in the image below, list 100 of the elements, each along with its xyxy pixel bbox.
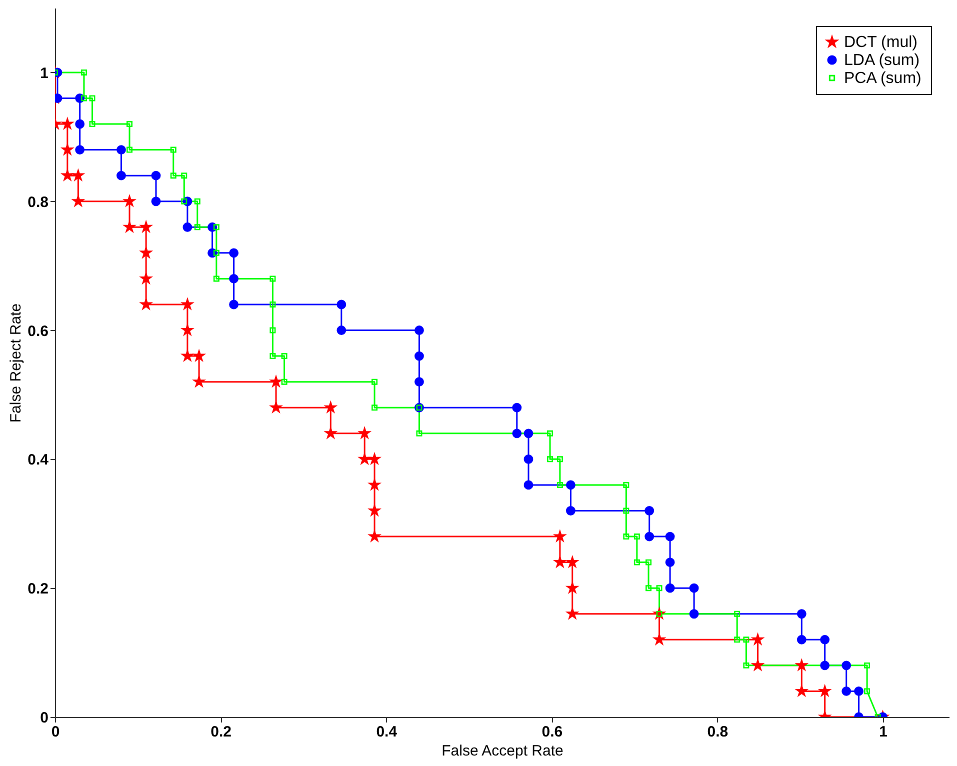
point	[864, 662, 870, 668]
point	[124, 221, 136, 232]
point	[124, 195, 136, 206]
point	[194, 224, 200, 230]
point	[140, 247, 152, 258]
point	[665, 583, 675, 593]
point	[842, 686, 852, 696]
point	[182, 350, 194, 361]
point	[665, 558, 675, 568]
point	[547, 430, 554, 436]
point	[689, 609, 699, 619]
point	[270, 301, 276, 308]
point	[556, 482, 563, 488]
legend-label: LDA (sum)	[844, 52, 920, 69]
point	[842, 660, 852, 670]
point	[170, 146, 176, 153]
point	[372, 404, 378, 411]
point	[566, 582, 578, 593]
point	[182, 298, 194, 310]
point	[75, 145, 85, 155]
point	[126, 121, 132, 128]
x-tick-label: 0	[51, 724, 60, 740]
point	[368, 479, 380, 490]
point	[182, 324, 194, 336]
point	[854, 686, 864, 696]
x-tick-label: 0.6	[542, 724, 563, 740]
point	[213, 250, 220, 256]
point	[116, 145, 126, 155]
point	[194, 198, 200, 204]
point	[116, 170, 126, 180]
point	[512, 428, 522, 438]
point	[566, 556, 578, 568]
point	[62, 118, 74, 129]
point	[229, 274, 239, 284]
point	[140, 298, 152, 310]
point	[414, 377, 424, 387]
point	[819, 685, 830, 696]
point	[734, 610, 740, 617]
point	[270, 402, 282, 413]
point	[213, 224, 220, 230]
x-tick-label: 0.4	[376, 724, 398, 740]
point	[556, 456, 563, 462]
point	[820, 660, 830, 670]
y-tick-label: 1	[40, 64, 48, 82]
point	[634, 559, 640, 566]
point	[325, 428, 336, 438]
point	[623, 508, 630, 514]
point	[864, 688, 870, 694]
point	[547, 456, 554, 462]
point	[62, 144, 74, 155]
point	[140, 272, 152, 284]
point	[623, 534, 630, 540]
point	[80, 95, 87, 102]
y-tick-label: 0	[40, 710, 48, 726]
x-axis-title: False Accept Rate	[442, 742, 564, 760]
point	[566, 608, 578, 619]
x-tick-label: 0.8	[707, 724, 728, 740]
point	[623, 482, 630, 488]
point	[554, 556, 566, 568]
point	[270, 353, 276, 360]
point	[170, 172, 176, 179]
point	[414, 326, 424, 335]
point	[566, 480, 576, 490]
point	[368, 504, 380, 516]
point	[358, 428, 370, 438]
y-tick-label: 0.8	[28, 194, 48, 211]
point	[554, 530, 566, 542]
point	[524, 480, 534, 490]
x-tick-label: 1	[879, 724, 888, 740]
point	[75, 119, 85, 129]
point	[89, 121, 96, 128]
point	[213, 276, 220, 282]
point	[656, 585, 662, 592]
point	[89, 95, 96, 102]
point	[358, 453, 370, 464]
point	[229, 300, 239, 310]
point	[270, 376, 282, 387]
y-tick-label: 0.4	[28, 452, 50, 469]
point	[140, 221, 152, 232]
point	[634, 534, 640, 540]
point	[193, 376, 205, 387]
y-tick-label: 0.6	[28, 322, 48, 340]
point	[796, 634, 806, 644]
point	[80, 69, 87, 76]
point	[72, 170, 84, 180]
point	[665, 532, 675, 542]
point	[752, 634, 764, 645]
point	[820, 634, 830, 644]
point	[796, 685, 808, 696]
point	[372, 378, 378, 385]
point	[743, 662, 750, 668]
point	[644, 532, 654, 542]
x-tick-label: 0.2	[210, 724, 232, 740]
point	[743, 636, 750, 643]
point	[752, 660, 764, 670]
point	[270, 276, 276, 282]
point	[654, 634, 665, 645]
point	[193, 350, 205, 361]
point	[281, 378, 288, 385]
point	[182, 222, 192, 232]
